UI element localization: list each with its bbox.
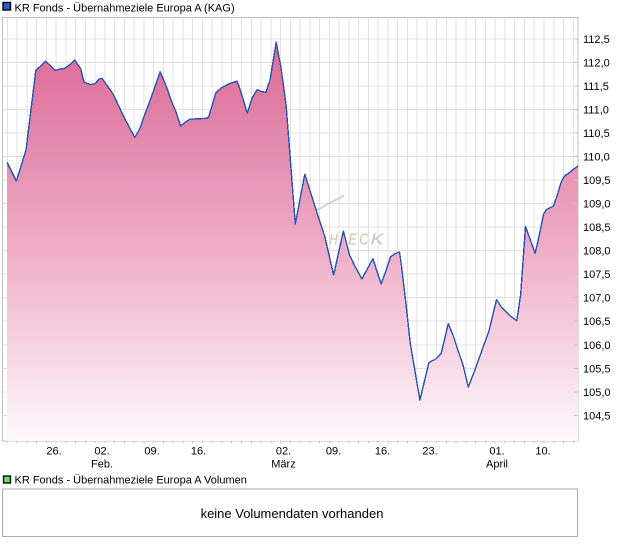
svg-text:112,5: 112,5 [583, 34, 610, 46]
svg-text:10.: 10. [535, 446, 550, 458]
svg-text:Feb.: Feb. [91, 459, 113, 471]
svg-text:23.: 23. [422, 446, 437, 458]
svg-text:111,5: 111,5 [583, 81, 609, 93]
svg-text:106,5: 106,5 [583, 316, 611, 328]
svg-text:02.: 02. [276, 446, 291, 458]
svg-text:09.: 09. [144, 446, 159, 458]
svg-text:109,5: 109,5 [583, 175, 611, 187]
svg-text:März: März [271, 459, 295, 471]
svg-text:110,0: 110,0 [583, 152, 610, 164]
svg-text:KR Fonds - Übernahmeziele Euro: KR Fonds - Übernahmeziele Europa A Volum… [15, 475, 247, 487]
svg-text:112,0: 112,0 [583, 57, 610, 69]
svg-text:106,0: 106,0 [583, 340, 611, 352]
svg-text:16.: 16. [375, 446, 390, 458]
svg-text:109,0: 109,0 [583, 199, 611, 211]
svg-text:107,5: 107,5 [583, 269, 611, 281]
svg-text:keine Volumendaten vorhanden: keine Volumendaten vorhanden [201, 506, 384, 521]
svg-text:104,5: 104,5 [583, 410, 611, 422]
svg-text:105,0: 105,0 [583, 387, 611, 399]
svg-text:K: K [371, 230, 385, 248]
svg-text:E: E [349, 230, 358, 248]
svg-text:108,0: 108,0 [583, 246, 611, 258]
svg-text:09.: 09. [326, 446, 341, 458]
svg-text:KR Fonds - Übernahmeziele Euro: KR Fonds - Übernahmeziele Europa A (KAG) [15, 3, 235, 15]
svg-text:111,0: 111,0 [583, 104, 609, 116]
svg-text:02.: 02. [94, 446, 109, 458]
svg-text:C: C [359, 232, 369, 249]
svg-text:107,0: 107,0 [583, 293, 611, 305]
svg-text:01.: 01. [489, 446, 504, 458]
svg-text:105,5: 105,5 [583, 363, 611, 375]
svg-text:April: April [486, 459, 508, 471]
svg-text:H: H [330, 231, 338, 248]
svg-text:110,5: 110,5 [583, 128, 610, 140]
svg-text:108,5: 108,5 [583, 222, 611, 234]
svg-text:26.: 26. [46, 446, 61, 458]
svg-text:16.: 16. [191, 446, 206, 458]
